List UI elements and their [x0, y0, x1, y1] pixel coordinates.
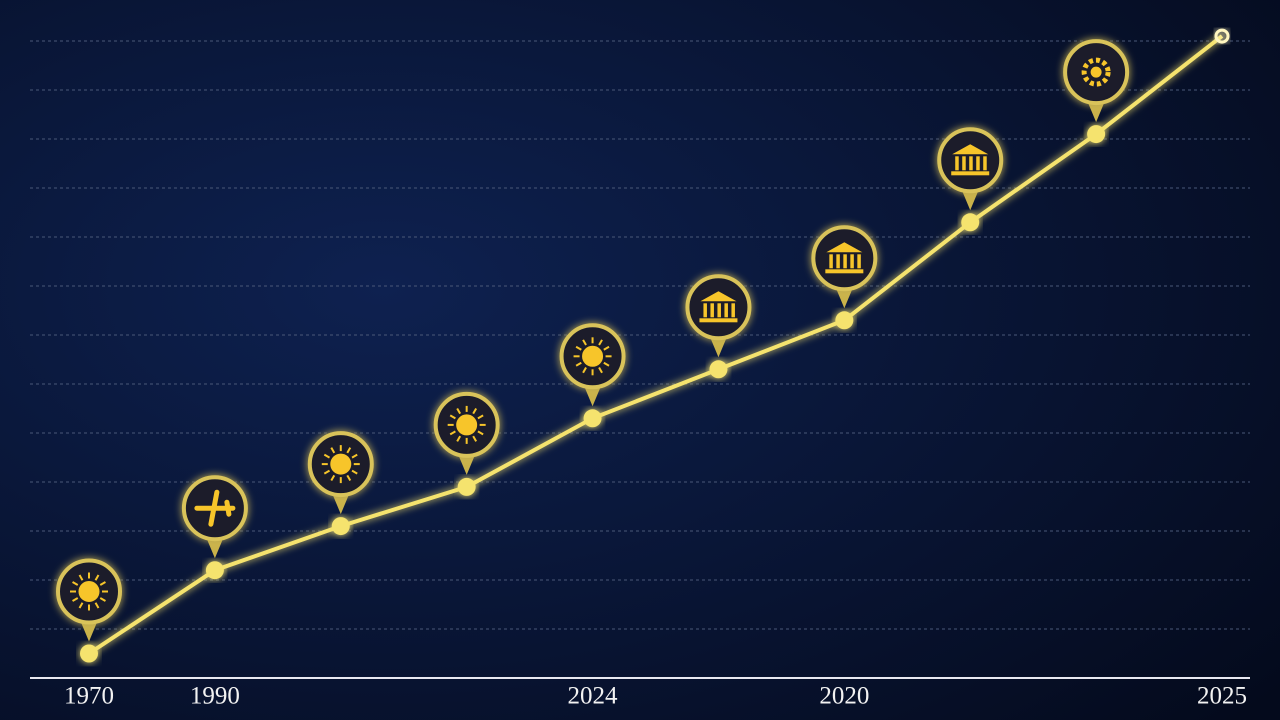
pin-icon: [1081, 57, 1111, 87]
point: [1087, 125, 1106, 144]
icon-ray: [449, 414, 456, 420]
x-tick-label: 2025: [1197, 683, 1247, 710]
icon-column: [829, 254, 833, 269]
icon-ray: [351, 469, 358, 475]
icon-ray: [72, 581, 79, 586]
icon-ray: [346, 447, 352, 454]
line: [87, 34, 1224, 656]
icon-ray: [456, 407, 462, 415]
icon-shape: [826, 242, 863, 253]
icon-ray: [99, 581, 106, 586]
icon-shape: [1081, 57, 1111, 87]
x-tick-label: 1990: [190, 683, 240, 710]
icon-column: [703, 303, 707, 318]
pin-icon: [825, 242, 864, 274]
icon-ray: [598, 339, 603, 346]
icon-shape: [951, 171, 990, 176]
icon-ray: [582, 339, 587, 346]
icon-shape: [78, 581, 100, 602]
icon-ray: [603, 345, 610, 351]
icon-ray: [472, 435, 478, 442]
icon-ray: [346, 474, 352, 482]
point: [1214, 28, 1230, 44]
icon-ray: [78, 602, 84, 609]
icon-column: [976, 156, 980, 171]
icon-shape: [952, 144, 989, 155]
icon-ray: [330, 474, 336, 482]
icon-column: [969, 156, 973, 171]
x-tick-label: 1970: [64, 683, 114, 710]
pin-icon: [321, 445, 360, 484]
icon-column: [731, 303, 735, 318]
icon-ray: [94, 602, 100, 609]
icon-column: [843, 254, 847, 269]
icon-ray: [477, 430, 484, 436]
pin-icon: [699, 291, 738, 323]
icon-ray: [472, 407, 478, 415]
point: [457, 477, 476, 496]
icon-ray: [582, 367, 587, 374]
point: [331, 517, 350, 536]
icon-ray: [456, 435, 462, 442]
icon-ray: [575, 345, 582, 351]
point: [961, 213, 980, 232]
icon-ray: [449, 430, 456, 436]
icon-column: [724, 303, 728, 318]
icon-ray: [94, 574, 100, 581]
icon-column: [962, 156, 966, 171]
icon-column: [710, 303, 714, 318]
icon-ray: [477, 414, 484, 420]
icon-shape: [456, 414, 478, 436]
point: [709, 360, 728, 379]
icon-ray: [99, 597, 106, 602]
icon-column: [857, 254, 861, 269]
icon-shape: [825, 269, 864, 274]
pin-icon: [951, 144, 990, 176]
pin-icon: [447, 405, 486, 444]
pin-icon: [573, 337, 612, 376]
icon-ray: [598, 367, 603, 374]
pin-icon: [194, 489, 236, 527]
icon-shape: [330, 453, 352, 475]
point: [205, 561, 224, 580]
icon-ray: [72, 597, 79, 602]
icon-ray: [603, 361, 610, 367]
icon-column: [850, 254, 854, 269]
icon-shape: [699, 318, 738, 323]
point: [835, 311, 854, 330]
icon-shape: [194, 489, 236, 527]
icon-ray: [323, 469, 331, 475]
icon-shape: [1090, 66, 1102, 78]
icon-shape: [582, 345, 604, 367]
icon-ray: [351, 453, 358, 459]
x-tick-label: 2024: [568, 683, 619, 710]
icon-ray: [323, 453, 331, 459]
icon-ray: [78, 574, 84, 581]
icon-column: [836, 254, 840, 269]
icon-column: [955, 156, 959, 171]
icon-ray: [330, 447, 336, 454]
point: [583, 409, 602, 428]
icon-ray: [575, 361, 582, 367]
pin-icon: [70, 572, 108, 611]
icon-column: [717, 303, 721, 318]
icon-column: [983, 156, 987, 171]
point: [80, 644, 98, 663]
x-tick-label: 2020: [819, 683, 869, 710]
icon-shape: [700, 291, 737, 302]
